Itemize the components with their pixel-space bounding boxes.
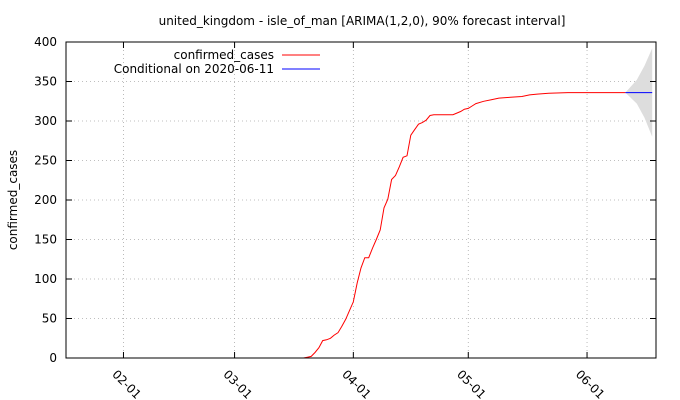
series-line-confirmed-cases [303,92,626,359]
series-lines [303,92,653,359]
grid-lines [66,42,656,358]
x-tick-label: 03-01 [220,367,255,400]
legend-label-conditional: Conditional on 2020-06-11 [114,62,274,76]
legend-label-confirmed: confirmed_cases [174,48,274,62]
y-axis: 0 50 100 150 200 250 300 350 400 [34,35,656,365]
x-axis: 02-01 03-01 04-01 05-01 06-01 [109,42,607,400]
y-tick-label: 150 [34,233,57,247]
x-tick-label: 06-01 [573,367,608,400]
y-tick-label: 0 [49,351,57,365]
y-tick-label: 300 [34,114,57,128]
y-tick-label: 100 [34,272,57,286]
x-tick-label: 04-01 [339,367,374,400]
y-tick-label: 200 [34,193,57,207]
y-tick-label: 250 [34,154,57,168]
chart-title: united_kingdom - isle_of_man [ARIMA(1,2,… [159,14,566,28]
x-tick-label: 05-01 [454,367,489,400]
y-tick-label: 400 [34,35,57,49]
legend: confirmed_cases Conditional on 2020-06-1… [114,48,320,76]
y-axis-title: confirmed_cases [6,150,20,250]
y-tick-label: 50 [42,312,57,326]
y-tick-label: 350 [34,75,57,89]
x-tick-label: 02-01 [109,367,144,400]
